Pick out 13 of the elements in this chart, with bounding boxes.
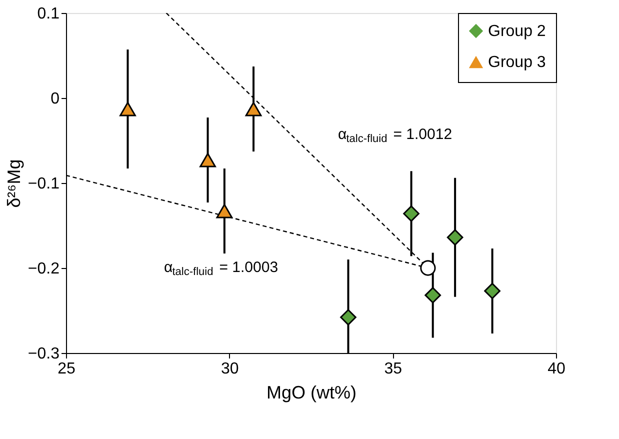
y-axis-title: δ²⁶Mg bbox=[4, 159, 24, 208]
y-tick-label: −0.3 bbox=[28, 346, 60, 362]
y-tick-label: 0 bbox=[50, 90, 60, 108]
x-axis-title: MgO (wt%) bbox=[266, 382, 356, 402]
y-tick-label: −0.1 bbox=[28, 176, 60, 192]
y-tick-label: −0.2 bbox=[28, 260, 60, 278]
legend-label: Group 2 bbox=[488, 23, 546, 40]
legend-label: Group 3 bbox=[488, 54, 546, 71]
x-tick-label: 30 bbox=[220, 360, 239, 378]
x-tick-label: 35 bbox=[384, 360, 402, 378]
x-tick-label: 25 bbox=[58, 360, 76, 378]
x-tick-label: 40 bbox=[548, 360, 566, 378]
y-tick-label: 0.1 bbox=[37, 6, 60, 22]
